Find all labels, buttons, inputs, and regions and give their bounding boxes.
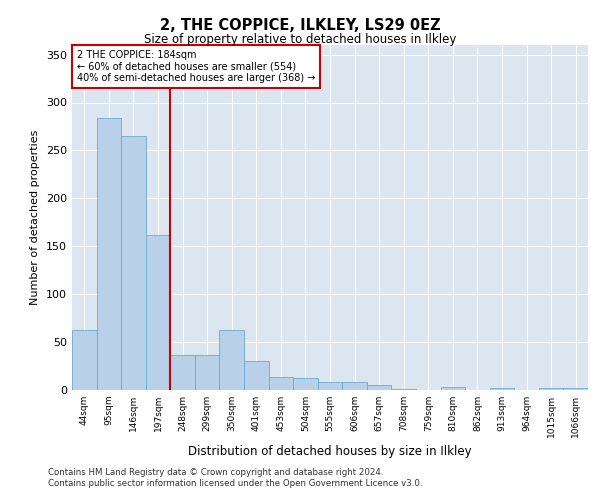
Text: Size of property relative to detached houses in Ilkley: Size of property relative to detached ho… bbox=[144, 32, 456, 46]
Bar bbox=[490, 388, 514, 390]
Bar bbox=[367, 385, 391, 390]
Bar bbox=[539, 388, 563, 390]
Bar bbox=[146, 235, 170, 390]
Bar bbox=[72, 330, 97, 390]
Bar bbox=[342, 382, 367, 390]
Bar bbox=[195, 354, 220, 390]
Bar bbox=[293, 378, 318, 390]
Bar bbox=[318, 382, 342, 390]
Bar bbox=[440, 387, 465, 390]
Text: Contains HM Land Registry data © Crown copyright and database right 2024.
Contai: Contains HM Land Registry data © Crown c… bbox=[48, 468, 422, 487]
Bar bbox=[269, 376, 293, 390]
Bar bbox=[563, 388, 588, 390]
Bar bbox=[244, 361, 269, 390]
Bar bbox=[121, 136, 146, 390]
Text: 2 THE COPPICE: 184sqm
← 60% of detached houses are smaller (554)
40% of semi-det: 2 THE COPPICE: 184sqm ← 60% of detached … bbox=[77, 50, 316, 84]
Bar bbox=[170, 354, 195, 390]
Bar bbox=[97, 118, 121, 390]
Y-axis label: Number of detached properties: Number of detached properties bbox=[31, 130, 40, 305]
Bar bbox=[391, 389, 416, 390]
Text: 2, THE COPPICE, ILKLEY, LS29 0EZ: 2, THE COPPICE, ILKLEY, LS29 0EZ bbox=[160, 18, 440, 32]
X-axis label: Distribution of detached houses by size in Ilkley: Distribution of detached houses by size … bbox=[188, 446, 472, 458]
Bar bbox=[220, 330, 244, 390]
